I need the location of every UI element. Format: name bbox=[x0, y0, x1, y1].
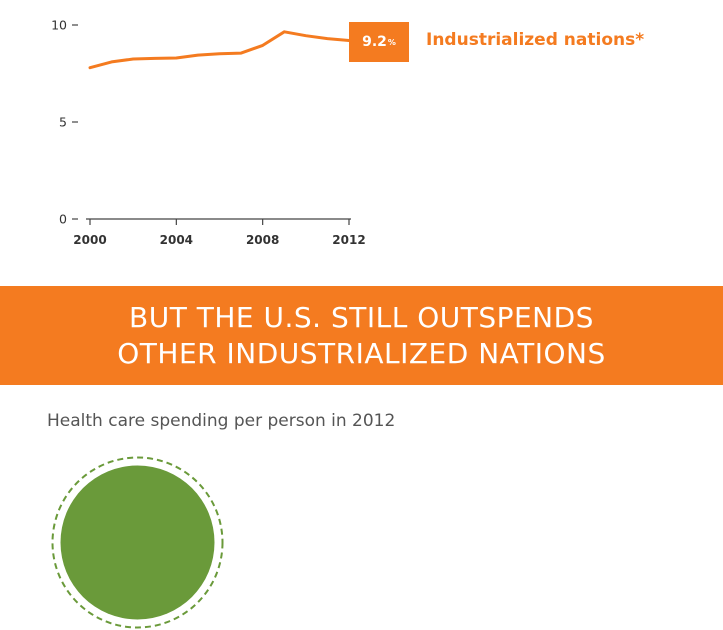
section-title: Health care spending per person in 2012 bbox=[47, 411, 396, 431]
end-value-unit: % bbox=[387, 37, 396, 47]
end-value-label: 9.2 bbox=[362, 34, 387, 50]
y-tick-label: 0 bbox=[59, 212, 67, 227]
x-tick-label: 2008 bbox=[246, 233, 279, 247]
chart-axes bbox=[72, 24, 351, 225]
series-line-industrialized-nations bbox=[88, 30, 351, 70]
headline-banner: BUT THE U.S. STILL OUTSPENDS OTHER INDUS… bbox=[0, 286, 723, 385]
banner-line-1: BUT THE U.S. STILL OUTSPENDS bbox=[129, 300, 594, 334]
chart-tick-labels: 2000 2004 2008 2012 0 5 10 bbox=[51, 18, 366, 248]
x-tick-label: 2000 bbox=[73, 233, 106, 247]
banner-line-2: OTHER INDUSTRIALIZED NATIONS bbox=[117, 336, 606, 370]
line-chart: 2000 2004 2008 2012 0 5 10 bbox=[51, 18, 366, 248]
spending-circle-graphic bbox=[51, 456, 224, 629]
y-tick-label: 10 bbox=[51, 18, 67, 33]
series-label: Industrialized nations* bbox=[426, 30, 645, 50]
x-tick-label: 2004 bbox=[160, 233, 193, 247]
y-tick-label: 5 bbox=[59, 115, 67, 130]
end-value-callout: 9.2% bbox=[349, 22, 409, 62]
x-tick-label: 2012 bbox=[332, 233, 365, 247]
green-circle bbox=[60, 465, 215, 620]
